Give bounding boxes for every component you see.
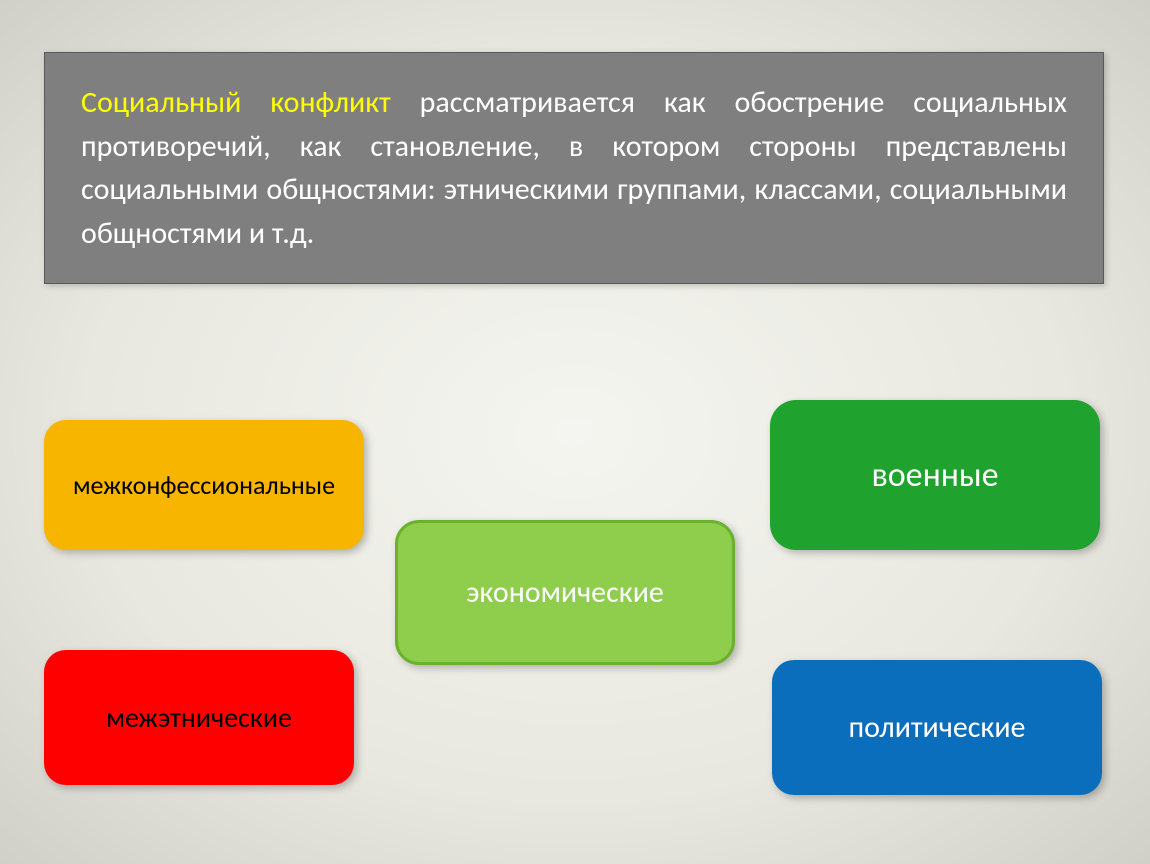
- card-label-political: политические: [849, 709, 1026, 746]
- card-label-military: военные: [871, 455, 998, 496]
- card-military: военные: [770, 400, 1100, 550]
- definition-box: Социальный конфликт рассматривается как …: [44, 52, 1104, 284]
- card-interethnic: межэтнические: [44, 650, 354, 785]
- card-label-economic: экономические: [466, 574, 664, 611]
- card-interfaith: межконфессиональные: [44, 420, 364, 550]
- card-label-interfaith: межконфессиональные: [73, 469, 335, 501]
- card-economic: экономические: [395, 520, 735, 665]
- card-label-interethnic: межэтнические: [106, 700, 292, 735]
- definition-highlight: Социальный конфликт: [81, 84, 391, 121]
- card-political: политические: [772, 660, 1102, 795]
